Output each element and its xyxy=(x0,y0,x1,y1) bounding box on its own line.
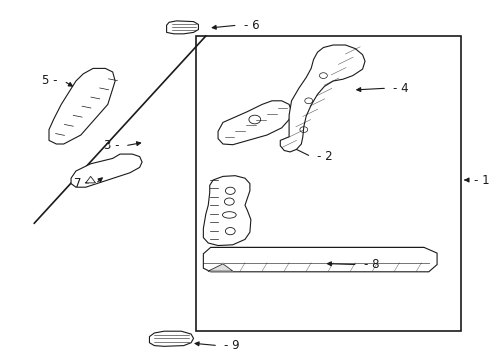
Polygon shape xyxy=(149,331,194,346)
Text: 7 -: 7 - xyxy=(74,177,90,190)
Bar xyxy=(196,36,461,331)
Polygon shape xyxy=(280,45,365,152)
Text: - 2: - 2 xyxy=(317,150,333,163)
Polygon shape xyxy=(208,264,233,271)
Text: 3 -: 3 - xyxy=(103,139,119,152)
Text: 5 -: 5 - xyxy=(42,75,58,87)
Polygon shape xyxy=(86,176,96,183)
Polygon shape xyxy=(71,154,142,187)
Text: - 8: - 8 xyxy=(364,258,379,271)
Text: - 1: - 1 xyxy=(474,174,490,186)
Text: - 6: - 6 xyxy=(244,19,259,32)
Text: - 9: - 9 xyxy=(224,339,240,352)
Polygon shape xyxy=(203,176,251,246)
Polygon shape xyxy=(49,68,115,144)
Polygon shape xyxy=(203,247,437,272)
Polygon shape xyxy=(167,21,198,34)
Text: - 4: - 4 xyxy=(393,82,409,95)
Polygon shape xyxy=(218,101,292,145)
Ellipse shape xyxy=(222,212,236,218)
